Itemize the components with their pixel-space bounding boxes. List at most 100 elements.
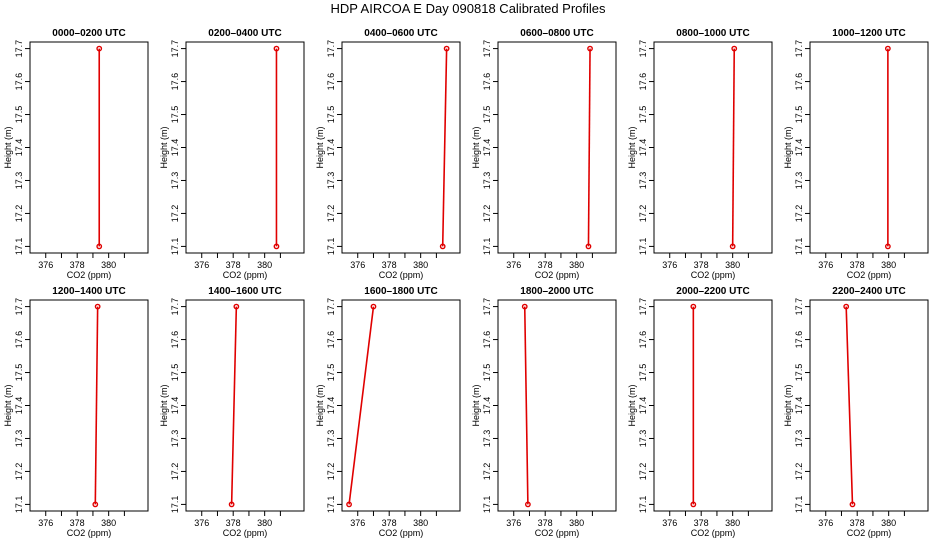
data-point (443, 45, 450, 52)
y-tick-label: 17.5 (326, 106, 336, 124)
x-tick-label: 380 (881, 260, 896, 270)
y-tick-label: 17.7 (170, 298, 180, 316)
profile-line (230, 306, 238, 505)
data-point (690, 501, 697, 508)
y-axis-label: Height (m) (3, 384, 13, 426)
x-axis-label: CO2 (ppm) (379, 270, 424, 280)
y-tick-label: 17.1 (170, 496, 180, 514)
panel-title: 0800–1000 UTC (676, 28, 749, 39)
x-axis-label: CO2 (ppm) (223, 270, 268, 280)
y-tick-label: 17.1 (794, 238, 804, 256)
y-tick-label: 17.6 (326, 331, 336, 349)
data-point (346, 501, 352, 508)
x-tick-label: 380 (569, 260, 584, 270)
x-tick-label: 380 (569, 518, 584, 528)
y-tick-label: 17.1 (14, 238, 24, 256)
y-tick-label: 17.4 (14, 397, 24, 415)
y-tick-label: 17.7 (794, 298, 804, 316)
y-tick-label: 17.3 (638, 172, 648, 190)
plot-frame (653, 41, 773, 254)
plot-frame (497, 299, 617, 512)
plot-frame (185, 299, 305, 512)
data-point (884, 45, 891, 52)
panel-title: 0600–0800 UTC (520, 28, 593, 39)
y-axis-label: Height (m) (471, 126, 481, 168)
plot-frame (185, 41, 305, 254)
data-point (439, 243, 446, 250)
x-tick-label: 376 (818, 260, 833, 270)
x-axis-label: CO2 (ppm) (67, 528, 112, 538)
y-tick-label: 17.4 (326, 139, 336, 157)
x-tick-label: 378 (226, 518, 241, 528)
y-tick-label: 17.6 (482, 331, 492, 349)
x-tick-label: 376 (818, 518, 833, 528)
y-tick-label: 17.3 (482, 430, 492, 448)
data-point (731, 45, 738, 52)
x-axis-label: CO2 (ppm) (847, 528, 892, 538)
y-tick-label: 17.2 (638, 205, 648, 223)
data-point (521, 303, 528, 310)
data-point (729, 243, 736, 250)
y-axis-label: Height (m) (315, 126, 325, 168)
data-point (96, 45, 103, 52)
panel-title: 0000–0200 UTC (52, 28, 125, 39)
y-tick-label: 17.7 (326, 40, 336, 58)
y-tick-label: 17.1 (14, 496, 24, 514)
y-axis-label: Height (m) (159, 126, 169, 168)
y-tick-label: 17.2 (638, 463, 648, 481)
plot-frame (341, 41, 461, 254)
profile-line (348, 306, 375, 505)
y-tick-label: 17.5 (326, 364, 336, 382)
x-tick-label: 378 (694, 260, 709, 270)
y-axis-label: Height (m) (783, 384, 793, 426)
panel-title: 1400–1600 UTC (208, 286, 281, 297)
x-tick-label: 378 (850, 518, 865, 528)
y-tick-label: 17.7 (482, 40, 492, 58)
data-point (524, 501, 531, 508)
y-tick-label: 17.5 (170, 364, 180, 382)
y-tick-label: 17.4 (638, 397, 648, 415)
plot-frame (29, 299, 149, 512)
x-axis-label: CO2 (ppm) (691, 270, 736, 280)
y-tick-label: 17.6 (638, 73, 648, 91)
x-tick-label: 380 (725, 518, 740, 528)
x-tick-label: 380 (101, 260, 116, 270)
x-tick-label: 376 (662, 518, 677, 528)
y-tick-label: 17.1 (638, 238, 648, 256)
y-tick-label: 17.4 (170, 397, 180, 415)
y-axis-label: Height (m) (159, 384, 169, 426)
y-axis-label: Height (m) (627, 126, 637, 168)
x-tick-label: 376 (38, 260, 53, 270)
y-axis-label: Height (m) (627, 384, 637, 426)
y-tick-label: 17.6 (170, 331, 180, 349)
y-tick-label: 17.2 (326, 205, 336, 223)
x-axis-label: CO2 (ppm) (379, 528, 424, 538)
x-tick-label: 376 (350, 518, 365, 528)
plot-frame (497, 41, 617, 254)
panel-title: 0200–0400 UTC (208, 28, 281, 39)
plot-frame (29, 41, 149, 254)
y-tick-label: 17.2 (14, 205, 24, 223)
data-point (849, 501, 856, 508)
y-tick-label: 17.1 (482, 238, 492, 256)
data-point (233, 303, 240, 310)
y-tick-label: 17.4 (794, 397, 804, 415)
panel-title: 2000–2200 UTC (676, 286, 749, 297)
plot-frame (653, 299, 773, 512)
y-tick-label: 17.6 (14, 331, 24, 349)
x-tick-label: 378 (850, 260, 865, 270)
x-tick-label: 376 (350, 260, 365, 270)
y-tick-label: 17.7 (638, 298, 648, 316)
x-axis-label: CO2 (ppm) (535, 270, 580, 280)
y-tick-label: 17.4 (638, 139, 648, 157)
x-axis-label: CO2 (ppm) (691, 528, 736, 538)
y-tick-label: 17.6 (638, 331, 648, 349)
profile-line (523, 306, 529, 505)
plot-frame (341, 299, 461, 512)
x-tick-label: 376 (194, 518, 209, 528)
